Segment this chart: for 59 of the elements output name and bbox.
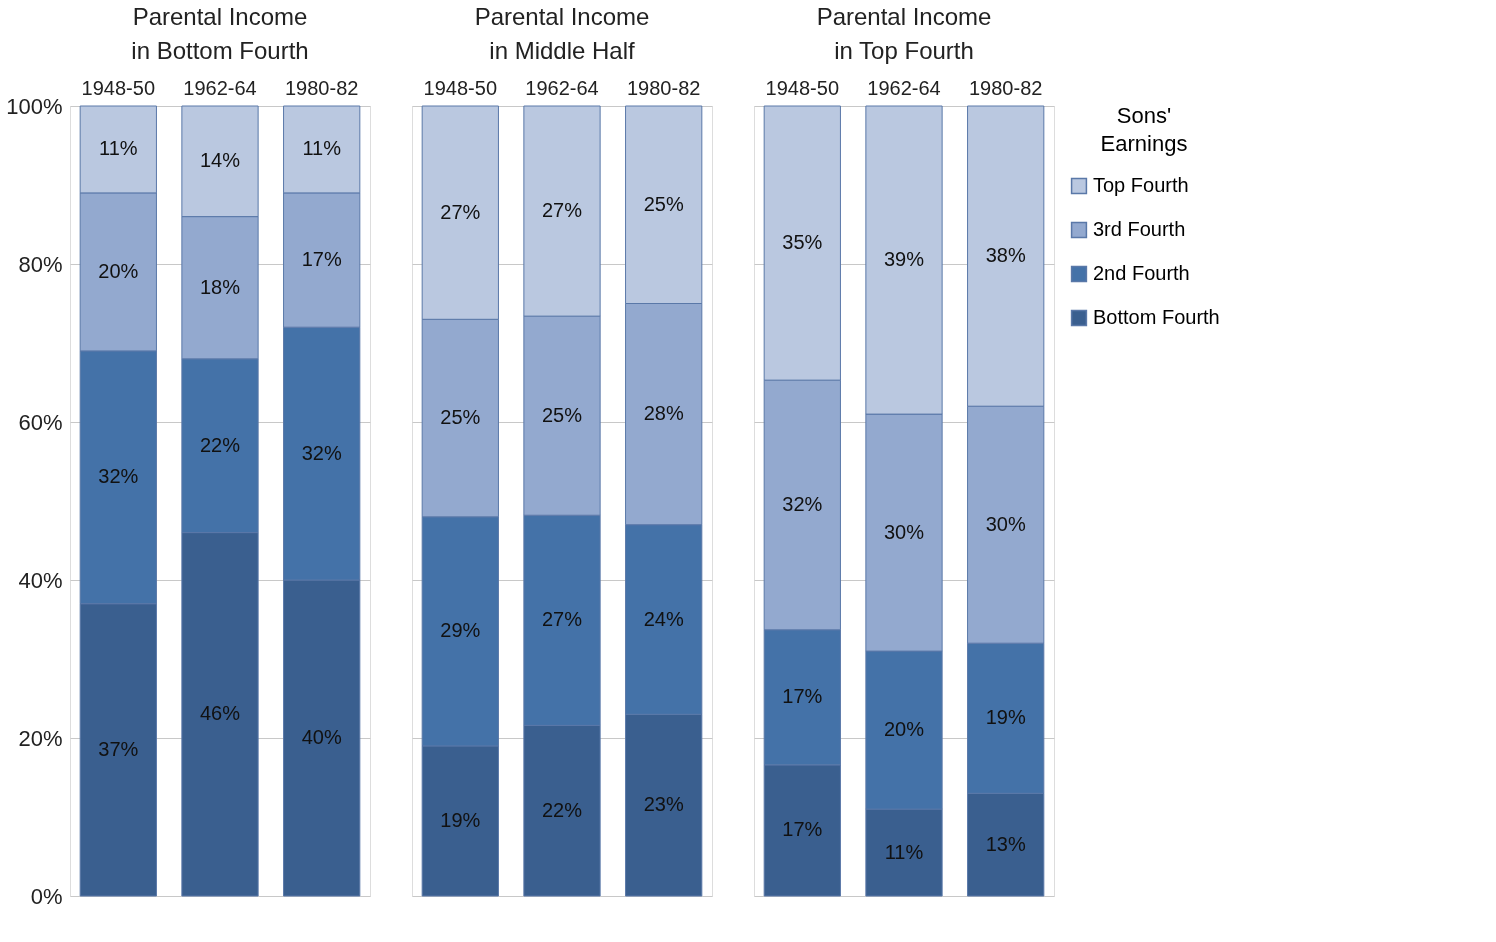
x-tick-label: 1948-50 — [765, 76, 840, 99]
data-label: 38% — [985, 244, 1026, 267]
legend-label: Bottom Fourth — [1093, 306, 1220, 328]
data-label: 27% — [541, 199, 583, 222]
x-tick-label: 1948-50 — [81, 76, 156, 99]
data-label: 32% — [782, 492, 823, 515]
chart-title: Parental Income in Top Fourth — [816, 3, 992, 64]
y-tick-label: 0% — [30, 883, 63, 909]
data-label: 17% — [301, 248, 342, 271]
data-label: 40% — [301, 726, 342, 748]
legend-label: 2nd Fourth — [1093, 262, 1190, 284]
data-label: 20% — [98, 259, 139, 282]
data-label: 11% — [99, 137, 138, 160]
data-label: 30% — [985, 512, 1026, 535]
y-tick-label: 20% — [18, 725, 63, 751]
data-label: 28% — [643, 402, 684, 425]
y-tick-label: 60% — [18, 409, 63, 435]
data-label: 17% — [782, 818, 823, 841]
x-tick-label: 1962-64 — [183, 76, 257, 99]
data-label: 11% — [302, 137, 342, 160]
data-label: 39% — [883, 248, 925, 271]
data-label: 19% — [985, 706, 1026, 729]
chart-title: Parental Income in Middle Half — [474, 3, 650, 64]
data-label: 27% — [541, 608, 583, 631]
x-tick-label: 1980-82 — [626, 76, 701, 99]
x-tick-label: 1962-64 — [867, 76, 941, 99]
chart-title: Parental Income in Bottom Fourth — [131, 3, 309, 64]
data-label: 22% — [199, 433, 241, 456]
data-label: 22% — [541, 798, 583, 821]
data-label: 32% — [301, 441, 342, 464]
data-label: 46% — [199, 702, 241, 725]
data-label: 13% — [985, 832, 1026, 855]
data-label: 14% — [199, 149, 241, 172]
y-tick-label: 40% — [18, 567, 63, 593]
data-label: 25% — [643, 192, 684, 215]
data-label: 24% — [643, 607, 684, 630]
data-label: 37% — [98, 737, 139, 760]
data-label: 25% — [541, 403, 583, 426]
y-tick-label: 80% — [18, 251, 63, 277]
data-label: 25% — [440, 406, 481, 429]
data-label: 30% — [883, 520, 925, 543]
data-label: 17% — [782, 685, 823, 708]
y-tick-label: 100% — [6, 93, 63, 119]
x-tick-label: 1980-82 — [284, 76, 359, 99]
data-label: 29% — [440, 619, 481, 642]
data-label: 23% — [643, 793, 684, 816]
x-tick-label: 1948-50 — [423, 76, 498, 99]
data-label: 32% — [98, 465, 139, 488]
data-label: 20% — [883, 718, 925, 741]
x-tick-label: 1980-82 — [968, 76, 1043, 99]
legend-label: 3rd Fourth — [1093, 218, 1186, 240]
x-tick-label: 1962-64 — [525, 76, 599, 99]
legend-label: Top Fourth — [1093, 174, 1189, 196]
data-label: 27% — [440, 200, 481, 223]
data-label: 35% — [782, 231, 823, 254]
legend-title: Sons' Earnings — [1100, 103, 1188, 156]
data-label: 18% — [199, 275, 241, 298]
data-label: 11% — [884, 840, 924, 863]
data-label: 19% — [440, 808, 481, 831]
